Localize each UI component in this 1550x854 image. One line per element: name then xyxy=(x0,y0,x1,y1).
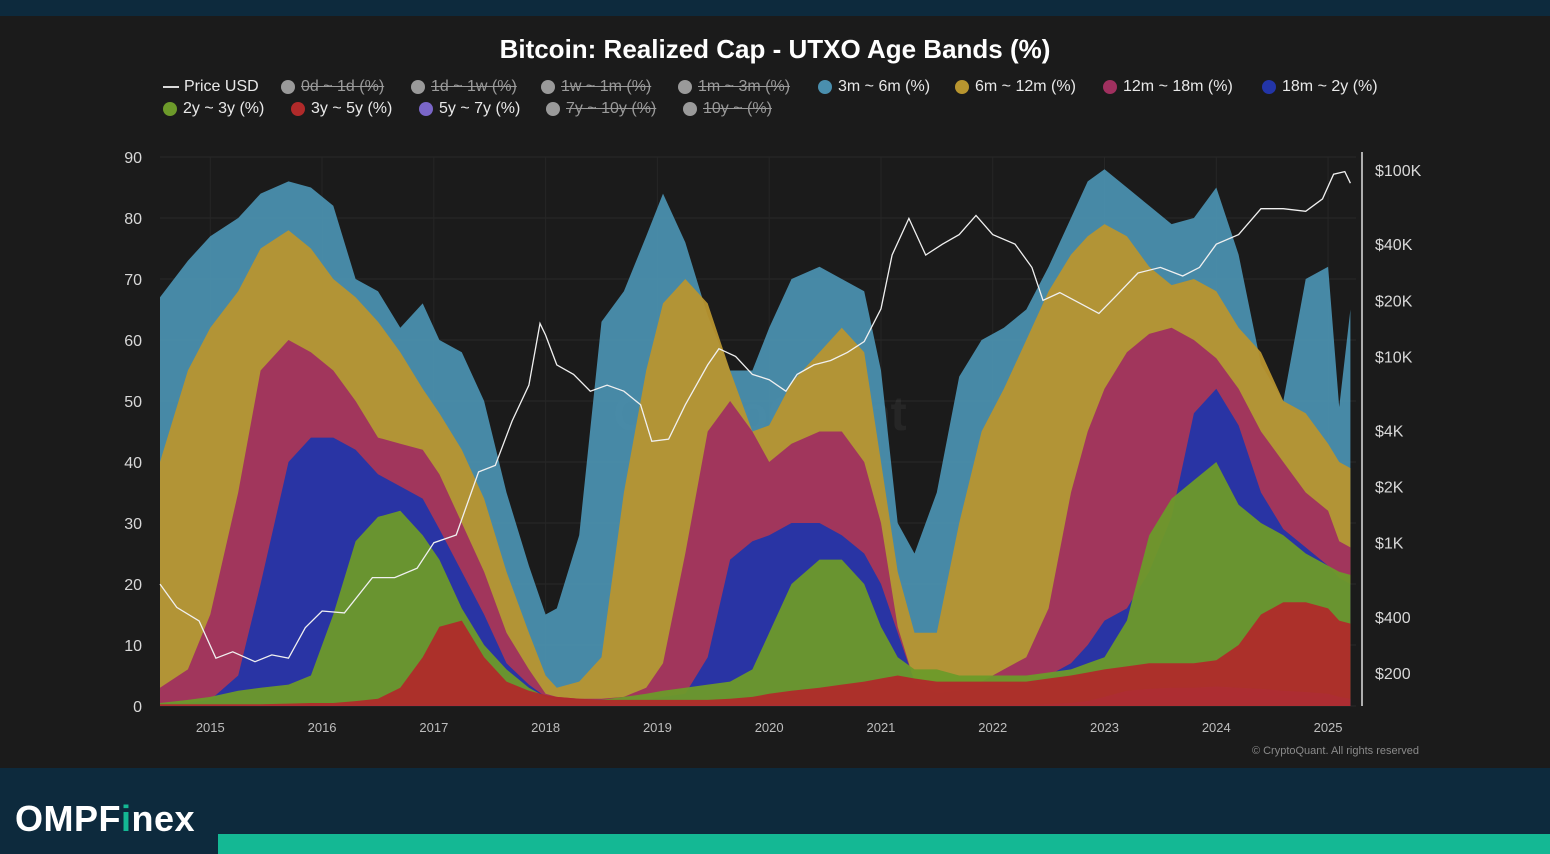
x-tick-label: 2019 xyxy=(643,720,672,735)
legend-dot-marker xyxy=(818,80,832,94)
legend-label: 5y ~ 7y (%) xyxy=(439,100,521,117)
y-right-tick-label: $40K xyxy=(1375,237,1413,254)
legend-dot-marker xyxy=(419,102,433,116)
legend-label: 3y ~ 5y (%) xyxy=(311,100,393,117)
y-right-tick-label: $10K xyxy=(1375,349,1413,366)
y-left-tick-label: 70 xyxy=(124,272,142,289)
top-frame-strip xyxy=(0,0,1550,16)
legend-item-3y-5y[interactable]: 3y ~ 5y (%) xyxy=(291,100,392,118)
x-tick-label: 2017 xyxy=(419,720,448,735)
legend-label: 1w ~ 1m (%) xyxy=(561,78,652,95)
legend-item-1d-1w[interactable]: 1d ~ 1w (%) xyxy=(411,78,517,96)
copyright-notice: © CryptoQuant. All rights reserved xyxy=(1251,745,1419,757)
y-left-tick-label: 40 xyxy=(124,455,142,472)
y-right-tick-label: $4K xyxy=(1375,424,1404,441)
legend-label: Price USD xyxy=(184,78,259,95)
y-left-tick-label: 20 xyxy=(124,577,142,594)
legend-dot-marker xyxy=(678,80,692,94)
x-tick-label: 2016 xyxy=(308,720,337,735)
y-right-tick-label: $2K xyxy=(1375,480,1404,497)
x-tick-label: 2018 xyxy=(531,720,560,735)
legend-dot-marker xyxy=(1103,80,1117,94)
legend-line-marker xyxy=(163,86,179,88)
legend-dot-marker xyxy=(411,80,425,94)
area-3y-5y xyxy=(160,602,1351,706)
x-tick-label: 2023 xyxy=(1090,720,1119,735)
legend-item-18m-2y[interactable]: 18m ~ 2y (%) xyxy=(1262,78,1378,96)
y-left-tick-label: 10 xyxy=(124,638,142,655)
y-left-tick-label: 60 xyxy=(124,333,142,350)
y-left-tick-label: 80 xyxy=(124,211,142,228)
legend-item-0d-1d[interactable]: 0d ~ 1d (%) xyxy=(281,78,384,96)
y-right-tick-label: $100K xyxy=(1375,163,1422,180)
legend-item-3m-6m[interactable]: 3m ~ 6m (%) xyxy=(818,78,930,96)
legend-dot-marker xyxy=(541,80,555,94)
brand-part2: nex xyxy=(131,798,196,839)
x-tick-label: 2024 xyxy=(1202,720,1231,735)
x-tick-label: 2022 xyxy=(978,720,1007,735)
legend-label: 10y ~ (%) xyxy=(703,100,772,117)
brand-accent-letter: i xyxy=(121,798,132,839)
x-tick-label: 2025 xyxy=(1314,720,1343,735)
legend-item-1w-1m[interactable]: 1w ~ 1m (%) xyxy=(541,78,651,96)
legend-label: 6m ~ 12m (%) xyxy=(975,78,1076,95)
legend-dot-marker xyxy=(163,102,177,116)
y-right-tick-label: $200 xyxy=(1375,666,1411,683)
y-left-tick-label: 90 xyxy=(124,150,142,167)
legend-dot-marker xyxy=(683,102,697,116)
price-usd-line xyxy=(159,170,1351,663)
legend-dot-marker xyxy=(546,102,560,116)
footer-accent-bar xyxy=(218,834,1550,854)
x-tick-label: 2021 xyxy=(866,720,895,735)
brand-logo: OMPFinex xyxy=(15,798,195,840)
legend-item-price-usd[interactable]: Price USD xyxy=(163,78,259,96)
legend-dot-marker xyxy=(281,80,295,94)
y-right-tick-label: $1K xyxy=(1375,536,1404,553)
chart-title: Bitcoin: Realized Cap - UTXO Age Bands (… xyxy=(499,34,1051,64)
legend-label: 1m ~ 3m (%) xyxy=(698,78,791,95)
legend-label: 18m ~ 2y (%) xyxy=(1282,78,1378,95)
legend-label: 3m ~ 6m (%) xyxy=(838,78,931,95)
legend-item-2y-3y[interactable]: 2y ~ 3y (%) xyxy=(163,100,264,118)
legend-item-6m-12m[interactable]: 6m ~ 12m (%) xyxy=(955,78,1076,96)
legend-item-7y-10y[interactable]: 7y ~ 10y (%) xyxy=(546,100,656,118)
legend-item-10y[interactable]: 10y ~ (%) xyxy=(683,100,772,118)
legend-dot-marker xyxy=(1262,80,1276,94)
y-left-tick-label: 0 xyxy=(133,699,142,716)
y-right-tick-label: $400 xyxy=(1375,610,1411,627)
legend-item-12m-18m[interactable]: 12m ~ 18m (%) xyxy=(1103,78,1233,96)
legend-label: 1d ~ 1w (%) xyxy=(431,78,517,95)
legend-item-5y-7y[interactable]: 5y ~ 7y (%) xyxy=(419,100,520,118)
legend-label: 7y ~ 10y (%) xyxy=(566,100,657,117)
x-tick-label: 2020 xyxy=(755,720,784,735)
legend-item-1m-3m[interactable]: 1m ~ 3m (%) xyxy=(678,78,790,96)
legend-label: 12m ~ 18m (%) xyxy=(1123,78,1233,95)
y-left-tick-label: 50 xyxy=(124,394,142,411)
y-left-tick-label: 30 xyxy=(124,516,142,533)
brand-part1: OMPF xyxy=(15,798,121,839)
legend-dot-marker xyxy=(291,102,305,116)
x-tick-label: 2015 xyxy=(196,720,225,735)
y-right-tick-label: $20K xyxy=(1375,293,1413,310)
legend-label: 2y ~ 3y (%) xyxy=(183,100,265,117)
legend-label: 0d ~ 1d (%) xyxy=(301,78,385,95)
legend-dot-marker xyxy=(955,80,969,94)
